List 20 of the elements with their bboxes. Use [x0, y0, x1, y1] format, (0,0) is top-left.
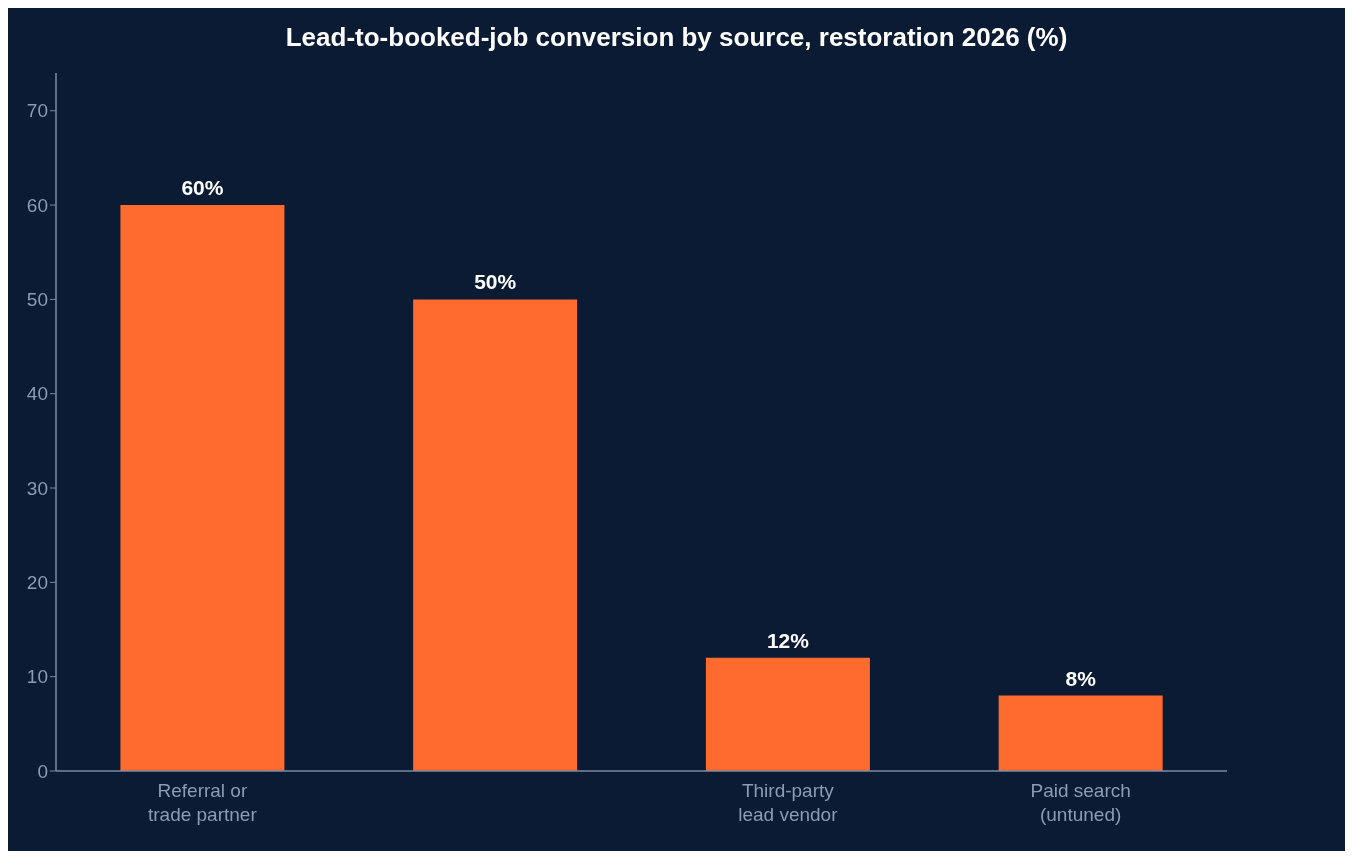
data-label: 60% [181, 176, 224, 200]
y-tick-label: 70 [26, 100, 48, 122]
bar [413, 299, 578, 771]
bar [120, 205, 285, 771]
x-tick-label: Third-party lead vendor [738, 780, 839, 825]
y-tick-label: 10 [26, 666, 48, 688]
y-tick-label: 40 [26, 383, 48, 405]
bar [998, 695, 1163, 771]
y-tick-label: 50 [26, 289, 48, 311]
x-tick-label: Paid search (untuned) [1030, 780, 1131, 825]
chart-title: Lead-to-booked-job conversion by source, restoration 2026 (%) [284, 21, 1069, 54]
data-label: 50% [474, 270, 517, 294]
data-label: 12% [766, 628, 810, 652]
x-tick-label: Referral or trade partner [147, 780, 258, 825]
y-tick-label: 60 [26, 194, 48, 216]
bar [705, 657, 870, 771]
y-tick-label: 30 [26, 477, 48, 499]
data-label: 8% [1065, 666, 1097, 690]
y-tick-label: 20 [26, 572, 48, 594]
y-tick-label: 0 [37, 760, 48, 782]
